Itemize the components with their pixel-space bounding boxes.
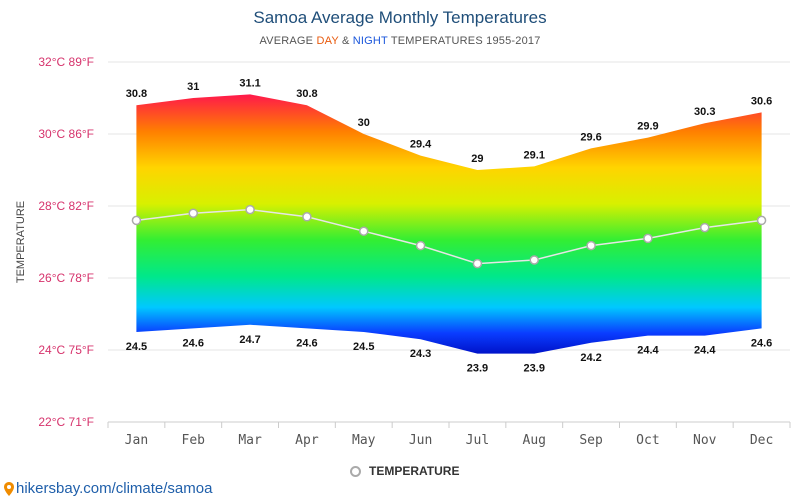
temperature-point[interactable]	[700, 222, 710, 233]
day-value-label: 30.8	[126, 88, 147, 100]
day-value-label: 29.4	[410, 139, 432, 151]
x-tick-label: Sep	[579, 433, 603, 448]
map-pin-icon	[4, 481, 14, 496]
subtitle-suffix: TEMPERATURES 1955-2017	[387, 35, 541, 47]
day-value-label: 29	[471, 153, 483, 165]
temperature-point[interactable]	[529, 255, 539, 265]
x-tick-label: Aug	[523, 433, 546, 448]
temperature-line	[136, 208, 762, 265]
night-value-label: 23.9	[524, 363, 545, 375]
night-value-label: 24.6	[296, 337, 317, 349]
night-value-label: 24.7	[239, 334, 260, 346]
temperature-point[interactable]	[188, 208, 198, 218]
temperature-point[interactable]	[131, 215, 142, 226]
day-value-label: 31.1	[239, 77, 260, 89]
night-value-label: 23.9	[467, 363, 488, 375]
temperature-point[interactable]	[302, 212, 312, 222]
x-tick-label: Apr	[295, 433, 319, 448]
footer-link-text: hikersbay.com/climate/samoa	[16, 480, 213, 497]
x-tick-label: Mar	[238, 433, 262, 448]
x-tick-label: Jul	[466, 433, 489, 448]
y-axis: 22°C 71°F 24°C 75°F 26°C 78°F 28°C 82°F 30°C…	[38, 55, 94, 429]
y-tick-label: 26°C 78°F	[38, 271, 94, 285]
temperature-point[interactable]	[586, 240, 596, 251]
subtitle-night: NIGHT	[352, 35, 388, 47]
day-night-band	[136, 94, 762, 354]
y-axis-title: TEMPERATURE	[15, 201, 27, 283]
temperature-point[interactable]	[756, 215, 767, 226]
night-value-label: 24.6	[183, 337, 204, 349]
chart-subtitle: AVERAGE DAY & NIGHT TEMPERATURES 1955-20…	[0, 35, 800, 47]
night-value-label: 24.5	[126, 341, 147, 353]
chart-title: Samoa Average Monthly Temperatures	[253, 8, 547, 27]
legend-label: TEMPERATURE	[369, 464, 460, 478]
data-labels: 30.8 31 31.1 30.8 30 29.4 29 29.1 29.6 29.9 30.3 30…	[126, 77, 773, 374]
night-value-label: 24.2	[580, 352, 601, 364]
y-tick-label: 22°C 71°F	[38, 415, 94, 429]
temperature-point[interactable]	[359, 226, 369, 236]
footer-link[interactable]: hikersbay.com/climate/samoa	[4, 480, 212, 497]
x-tick-label: Nov	[693, 433, 717, 448]
y-tick-label: 30°C 86°F	[38, 127, 94, 141]
subtitle-prefix: AVERAGE	[259, 35, 317, 47]
y-tick-label: 28°C 82°F	[38, 199, 94, 213]
x-tick-label: Jan	[125, 433, 148, 448]
x-tick-label: May	[352, 433, 376, 448]
x-tick-label: Jun	[409, 433, 432, 448]
day-value-label: 29.6	[580, 131, 601, 143]
x-axis: Jan Feb Mar Apr May Jun Jul Aug Sep Oct Nov Dec	[107, 421, 791, 448]
night-value-label: 24.5	[353, 341, 374, 353]
day-value-label: 30	[358, 117, 370, 129]
night-value-label: 24.6	[751, 337, 772, 349]
night-value-label: 24.3	[410, 348, 431, 360]
subtitle-day: DAY	[316, 35, 339, 47]
x-tick-label: Feb	[182, 433, 206, 448]
y-tick-label: 32°C 89°F	[38, 55, 94, 69]
x-tick-label: Oct	[636, 433, 659, 448]
day-value-label: 30.6	[751, 95, 772, 107]
temperature-point[interactable]	[472, 258, 483, 269]
day-value-label: 30.3	[694, 106, 715, 118]
night-value-label: 24.4	[637, 345, 659, 357]
temperature-point[interactable]	[415, 240, 426, 251]
night-value-label: 24.4	[694, 345, 716, 357]
subtitle-amp: &	[338, 35, 353, 47]
legend[interactable]: TEMPERATURE	[350, 464, 459, 478]
y-tick-label: 24°C 75°F	[38, 343, 94, 357]
temperature-chart: 22°C 71°F 24°C 75°F 26°C 78°F 28°C 82°F 30°C…	[15, 55, 791, 448]
temperature-point[interactable]	[245, 204, 255, 215]
temperature-points	[131, 204, 767, 269]
x-tick-label: Dec	[750, 433, 773, 448]
temperature-point[interactable]	[643, 233, 653, 244]
day-value-label: 29.1	[524, 149, 545, 161]
legend-marker-icon	[350, 465, 361, 477]
day-value-label: 29.9	[637, 121, 658, 133]
day-value-label: 30.8	[296, 88, 317, 100]
day-value-label: 31	[187, 81, 199, 93]
